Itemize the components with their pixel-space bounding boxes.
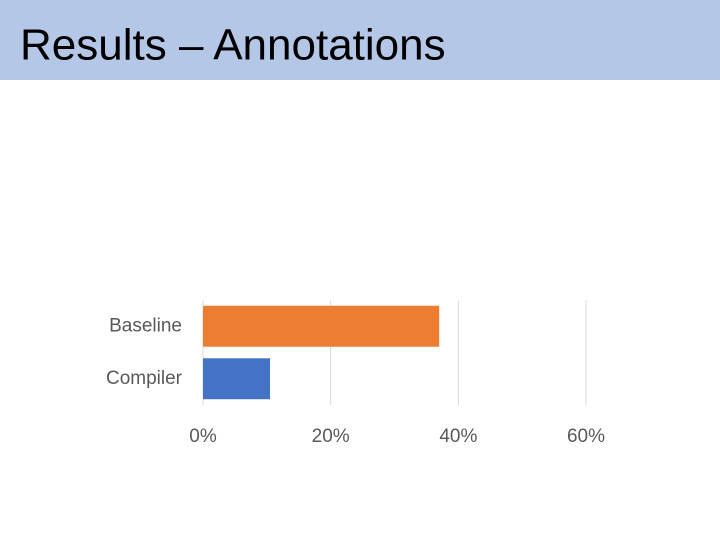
bar	[203, 305, 440, 347]
y-tick-label: Baseline	[109, 315, 182, 336]
x-tick-label: 0%	[189, 426, 217, 447]
x-tick-label: 20%	[312, 426, 350, 447]
chart: 0% 20% 40% 60% Baseline Compiler	[106, 300, 605, 447]
slide-title: Results – Annotations	[20, 21, 446, 70]
x-tick-label: 60%	[567, 426, 605, 447]
x-tick-label: 40%	[439, 426, 477, 447]
bar	[203, 358, 271, 400]
title-bar	[0, 0, 720, 80]
y-tick-label: Compiler	[106, 368, 183, 389]
